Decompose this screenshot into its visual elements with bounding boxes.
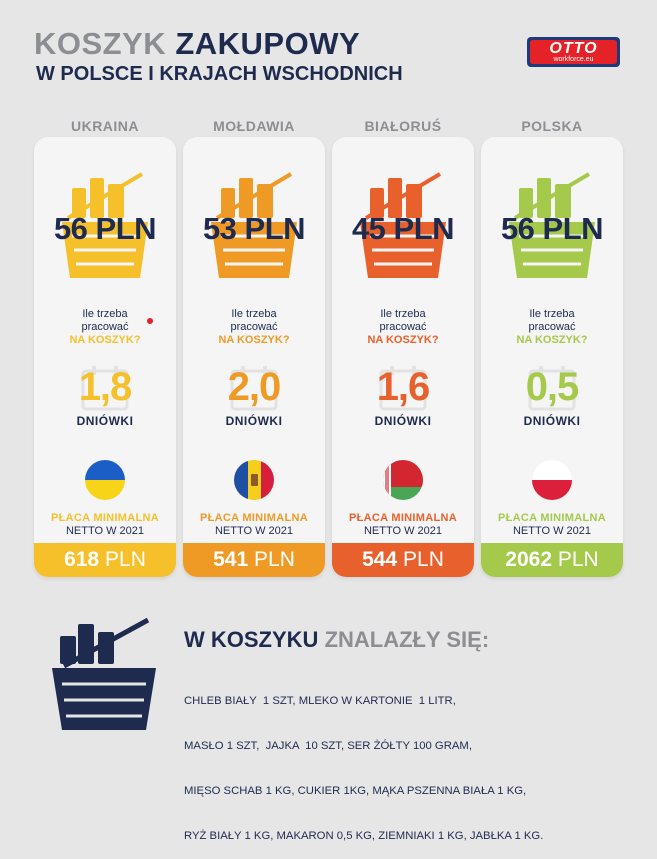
days-unit: DNIÓWKI <box>523 414 581 428</box>
basket-icon <box>509 172 595 278</box>
basket-contents-title: W KOSZYKU ZNALAZŁY SIĘ: <box>184 627 489 653</box>
question-line1: Ile trzeba <box>231 308 277 320</box>
country-name: POLSKA <box>521 118 583 134</box>
min-wage-label: PŁACA MINIMALNA <box>51 512 159 524</box>
title-part2: ZAKUPOWY <box>175 26 361 61</box>
min-wage-label: PŁACA MINIMALNA <box>200 512 308 524</box>
question-line1: Ile trzeba <box>380 308 426 320</box>
basket-icon <box>211 172 297 278</box>
list-item: MIĘSO SCHAB 1 KG, CUKIER 1KG, MĄKA PSZEN… <box>184 785 527 797</box>
min-wage-year: NETTO W 2021 <box>363 525 443 537</box>
min-wage-year: NETTO W 2021 <box>65 525 145 537</box>
question-line3: NA KOSZYK? <box>218 334 290 346</box>
min-wage-label: PŁACA MINIMALNA <box>349 512 457 524</box>
basket-price: 56 PLN <box>500 211 604 246</box>
basket-contents-list: CHLEB BIAŁY 1 SZT, MLEKO W KARTONIE 1 LI… <box>184 664 543 859</box>
calendar-icon <box>528 366 576 411</box>
basket-price: 53 PLN <box>202 211 306 246</box>
calendar-icon <box>81 366 129 411</box>
question-line2: pracować <box>81 321 129 333</box>
logo-subtext: workforce.eu <box>553 56 594 63</box>
country-card: 45 PLN Ile trzeba pracować NA KOSZYK? 1,… <box>332 137 474 577</box>
min-wage-label: PŁACA MINIMALNA <box>498 512 606 524</box>
wage-amount: 544 <box>362 548 398 571</box>
basket-icon <box>52 618 156 730</box>
list-item: RYŻ BIAŁY 1 KG, MAKARON 0,5 KG, ZIEMNIAK… <box>184 830 544 842</box>
wage-currency: PLN <box>105 548 146 571</box>
days-count: 1,8 <box>78 365 133 409</box>
days-unit: DNIÓWKI <box>374 414 432 428</box>
question-text: Ile trzeba pracować NA KOSZYK? <box>481 308 623 347</box>
wage-currency: PLN <box>557 548 599 571</box>
min-wage-value: 541 PLN <box>183 543 325 577</box>
country-card: 56 PLN Ile trzeba pracować NA KOSZYK? 1,… <box>34 137 176 577</box>
question-line1: Ile trzeba <box>529 308 575 320</box>
calendar-icon <box>230 366 278 411</box>
question-line2: pracować <box>528 321 576 333</box>
question-line2: pracować <box>230 321 278 333</box>
wage-currency: PLN <box>403 548 444 571</box>
min-wage-value: 544 PLN <box>332 543 474 577</box>
min-wage-value: 2062 PLN <box>481 543 623 577</box>
logo-text: OTTO <box>549 40 598 57</box>
list-item: MASŁO 1 SZT, JAJKA 10 SZT, SER ŻÓŁTY 100… <box>184 740 472 752</box>
moldova-flag-icon <box>234 460 274 500</box>
ukraine-flag-icon <box>85 460 125 500</box>
question-line3: NA KOSZYK? <box>516 334 588 346</box>
basket-title-part2: ZNALAZŁY SIĘ: <box>324 627 490 652</box>
days-unit: DNIÓWKI <box>225 414 283 428</box>
country-name: MOŁDAWIA <box>213 118 295 134</box>
min-wage-year: NETTO W 2021 <box>214 525 294 537</box>
days-count: 0,5 <box>525 365 580 409</box>
question-text: Ile trzeba pracować NA KOSZYK? <box>183 308 325 347</box>
poland-flag-icon <box>532 460 572 500</box>
days-unit: DNIÓWKI <box>76 414 134 428</box>
belarus-flag-icon <box>383 460 423 500</box>
country-name: BIAŁORUŚ <box>364 118 442 134</box>
question-line3: NA KOSZYK? <box>367 334 439 346</box>
page-title: KOSZYK ZAKUPOWY <box>34 26 360 62</box>
min-wage-value: 618 PLN <box>34 543 176 577</box>
basket-icon <box>360 172 446 278</box>
otto-logo: OTTO workforce.eu <box>527 37 620 67</box>
country-card: 56 PLN Ile trzeba pracować NA KOSZYK? 0,… <box>481 137 623 577</box>
basket-title-part1: W KOSZYKU <box>184 627 319 652</box>
list-item: CHLEB BIAŁY 1 SZT, MLEKO W KARTONIE 1 LI… <box>184 695 456 707</box>
basket-icon <box>62 172 148 278</box>
calendar-icon <box>379 366 427 411</box>
title-part1: KOSZYK <box>34 26 167 61</box>
question-line2: pracować <box>379 321 427 333</box>
wage-currency: PLN <box>254 548 295 571</box>
question-line1: Ile trzeba <box>82 308 128 320</box>
question-line3: NA KOSZYK? <box>69 334 141 346</box>
days-count: 1,6 <box>376 365 431 409</box>
wage-amount: 618 <box>64 548 100 571</box>
country-name: UKRAINA <box>70 118 140 134</box>
page-subtitle: W POLSCE I KRAJACH WSCHODNICH <box>36 63 403 85</box>
question-text: Ile trzeba pracować NA KOSZYK? <box>34 308 176 347</box>
basket-price: 45 PLN <box>351 211 455 246</box>
red-dot <box>147 318 153 324</box>
basket-price: 56 PLN <box>53 211 157 246</box>
wage-amount: 541 <box>213 548 249 571</box>
wage-amount: 2062 <box>505 548 552 571</box>
question-text: Ile trzeba pracować NA KOSZYK? <box>332 308 474 347</box>
days-count: 2,0 <box>227 365 282 409</box>
min-wage-year: NETTO W 2021 <box>512 525 592 537</box>
country-card: 53 PLN Ile trzeba pracować NA KOSZYK? 2,… <box>183 137 325 577</box>
